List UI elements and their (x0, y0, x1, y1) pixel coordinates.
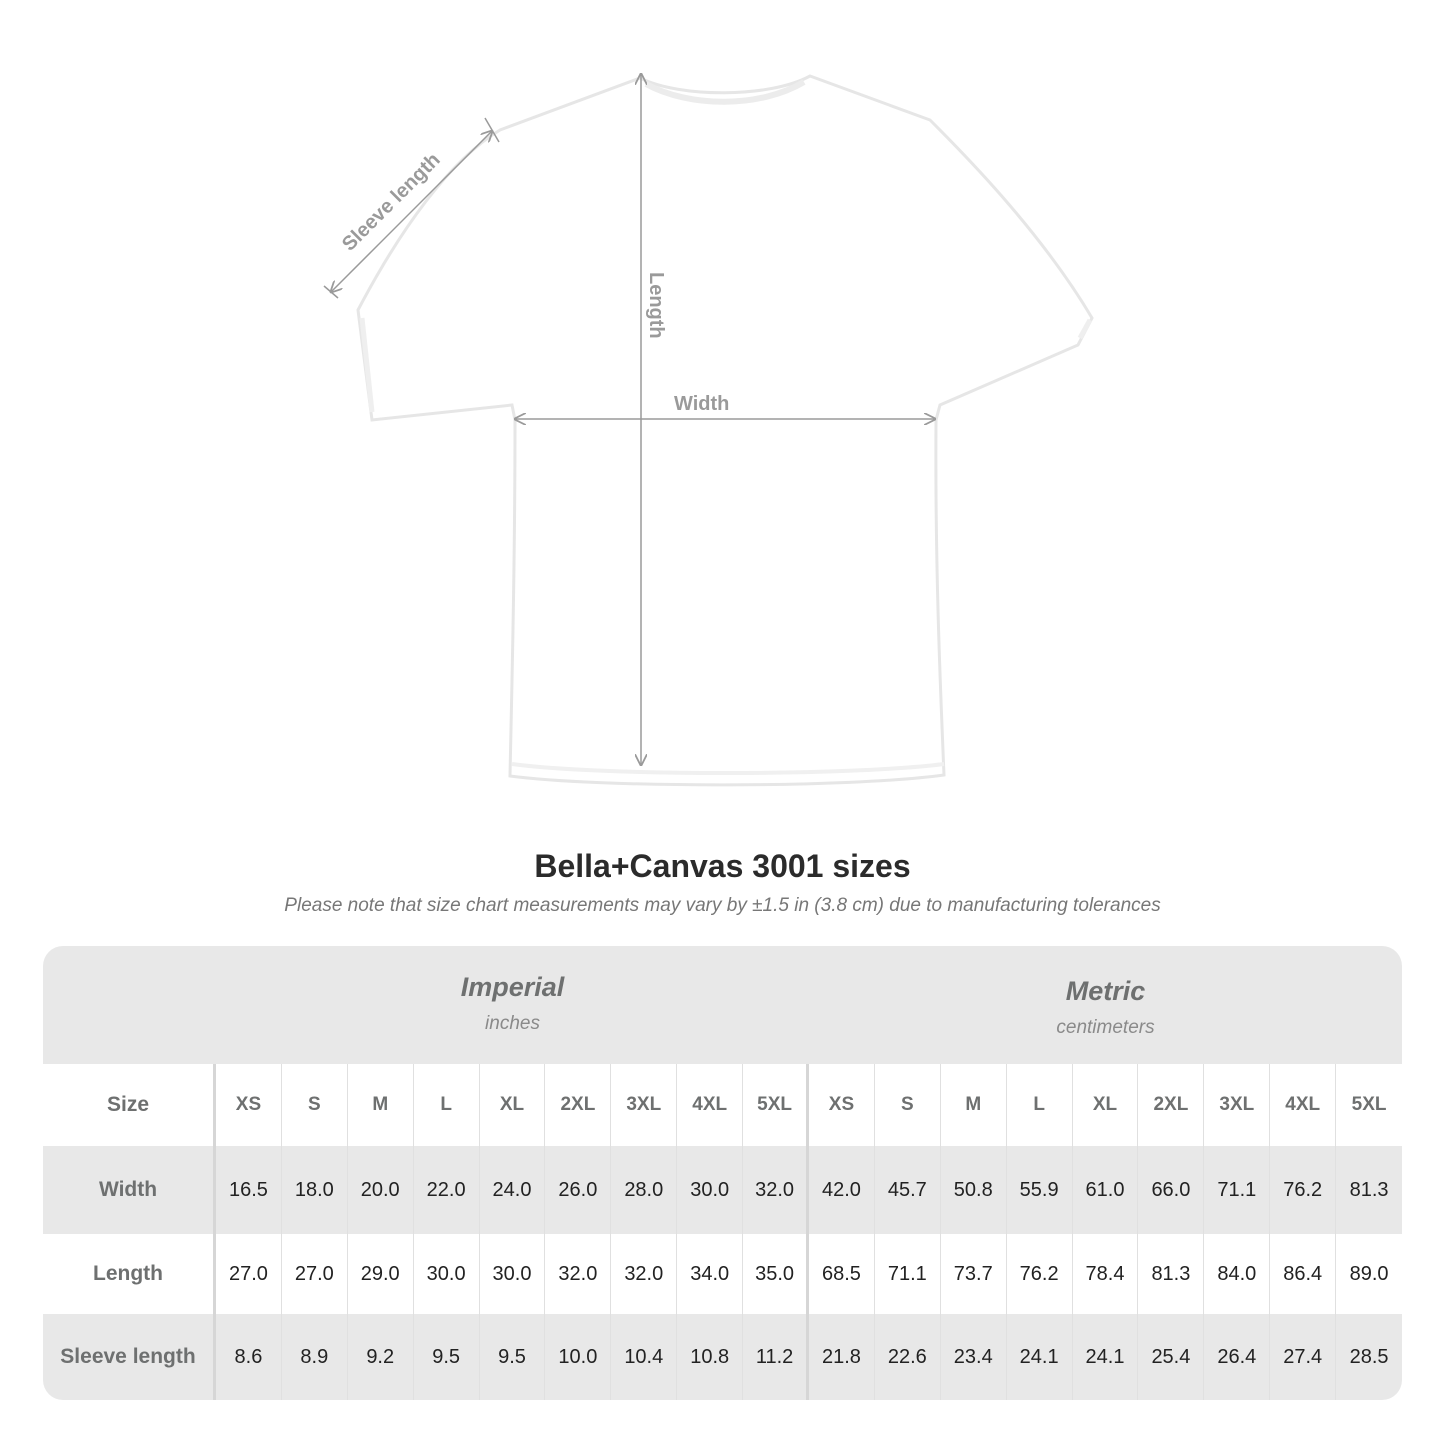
metric-unit: centimeters (1056, 1017, 1155, 1038)
value-cell: 23.4 (941, 1314, 1007, 1400)
value-cell: 11.2 (743, 1314, 810, 1400)
value-cell: 61.0 (1073, 1146, 1139, 1234)
value-cell: 16.5 (216, 1146, 282, 1234)
size-header-cell: 2XL (545, 1064, 612, 1146)
length-label: Length (645, 272, 667, 339)
size-header-cell: 4XL (677, 1064, 744, 1146)
size-header-row: Size XS S M L XL 2XL 3XL 4XL 5XL XS S M L XL 2XL 3XL 4XL… (43, 1064, 1402, 1146)
value-cell: 20.0 (348, 1146, 414, 1234)
table-row: Length 27.0 27.0 29.0 30.0 30.0 32.0 32.0 34.0 35… (43, 1234, 1402, 1314)
tshirt-image (356, 74, 1094, 787)
size-header-cell: S (282, 1064, 348, 1146)
value-cell: 32.0 (743, 1146, 810, 1234)
size-header-cell: L (414, 1064, 480, 1146)
value-cell: 81.3 (1138, 1234, 1205, 1314)
width-label: Width (674, 393, 729, 415)
value-cell: 29.0 (348, 1234, 414, 1314)
size-header-cell: L (1007, 1064, 1073, 1146)
value-cell: 86.4 (1270, 1234, 1337, 1314)
value-cell: 71.1 (1204, 1146, 1271, 1234)
value-cell: 24.1 (1073, 1314, 1139, 1400)
row-label: Sleeve length (43, 1314, 216, 1400)
value-cell: 35.0 (743, 1234, 810, 1314)
page-title: Bella+Canvas 3001 sizes (534, 848, 911, 884)
sleeve-length-arrow (331, 131, 492, 292)
row-label: Width (43, 1146, 216, 1234)
imperial-unit: inches (485, 1013, 540, 1034)
value-cell: 42.0 (809, 1146, 875, 1234)
value-cell: 22.0 (414, 1146, 480, 1234)
value-cell: 9.2 (348, 1314, 414, 1400)
value-cell: 21.8 (809, 1314, 875, 1400)
value-cell: 89.0 (1349, 1262, 1389, 1285)
value-cell: 10.8 (677, 1314, 744, 1400)
value-cell: 71.1 (875, 1234, 941, 1314)
value-cell: 73.7 (941, 1234, 1007, 1314)
value-cell: 55.9 (1007, 1146, 1073, 1234)
value-cell: 30.0 (677, 1146, 744, 1234)
value-cell: 10.0 (545, 1314, 612, 1400)
row-label: Length (43, 1234, 216, 1314)
value-cell: 45.7 (875, 1146, 941, 1234)
imperial-heading: Imperial (460, 972, 565, 1002)
value-cell: 18.0 (282, 1146, 348, 1234)
value-cell: 9.5 (414, 1314, 480, 1400)
value-cell: 27.0 (282, 1234, 348, 1314)
value-cell: 10.4 (611, 1314, 678, 1400)
value-cell: 27.4 (1270, 1314, 1337, 1400)
size-header-cell: XS (216, 1064, 282, 1146)
size-header-cell: 2XL (1138, 1064, 1205, 1146)
value-cell: 32.0 (611, 1234, 678, 1314)
value-cell: 81.3 (1349, 1178, 1389, 1201)
value-cell: 76.2 (1270, 1146, 1337, 1234)
table-row: Sleeve length 8.6 8.9 9.2 9.5 9.5 10.0 10.4 10.8… (43, 1314, 1402, 1400)
size-header-cell: XS (809, 1064, 875, 1146)
value-cell: 68.5 (809, 1234, 875, 1314)
metric-heading: Metric (1065, 976, 1146, 1006)
value-cell: 76.2 (1007, 1234, 1073, 1314)
value-cell: 84.0 (1204, 1234, 1271, 1314)
value-cell: 27.0 (216, 1234, 282, 1314)
value-cell: 9.5 (480, 1314, 546, 1400)
size-header-cell: S (875, 1064, 941, 1146)
unit-header-band: Imperial inches Metric centimeters (43, 946, 1402, 1064)
tolerance-note: Please note that size chart measurements… (284, 895, 1161, 916)
size-header-cell: 5XL (1351, 1094, 1387, 1115)
value-cell: 26.4 (1204, 1314, 1271, 1400)
size-header-cell: M (348, 1064, 414, 1146)
metric-group: Metric centimeters (809, 946, 1402, 1064)
size-header-cell: XL (1073, 1064, 1139, 1146)
table-row: Width 16.5 18.0 20.0 22.0 24.0 26.0 28.0 30.0 32.… (43, 1146, 1402, 1234)
value-cell: 34.0 (677, 1234, 744, 1314)
value-cell: 28.5 (1349, 1345, 1389, 1368)
value-cell: 66.0 (1138, 1146, 1205, 1234)
tshirt-diagram: Sleeve length Length Width (323, 0, 1094, 787)
value-cell: 30.0 (480, 1234, 546, 1314)
value-cell: 30.0 (414, 1234, 480, 1314)
value-cell: 28.0 (611, 1146, 678, 1234)
size-header-cell: XL (480, 1064, 546, 1146)
value-cell: 24.1 (1007, 1314, 1073, 1400)
size-header-cell: 4XL (1270, 1064, 1337, 1146)
value-cell: 24.0 (480, 1146, 546, 1234)
size-header-cell: M (941, 1064, 1007, 1146)
value-cell: 25.4 (1138, 1314, 1205, 1400)
value-cell: 8.9 (282, 1314, 348, 1400)
size-table: Imperial inches Metric centimeters Size … (43, 946, 1402, 1400)
size-header-cell: 3XL (1204, 1064, 1271, 1146)
value-cell: 32.0 (545, 1234, 612, 1314)
value-cell: 8.6 (216, 1314, 282, 1400)
value-cell: 26.0 (545, 1146, 612, 1234)
value-cell: 50.8 (941, 1146, 1007, 1234)
size-header-cell: 3XL (611, 1064, 678, 1146)
value-cell: 22.6 (875, 1314, 941, 1400)
value-cell: 78.4 (1073, 1234, 1139, 1314)
size-header-cell: 5XL (743, 1064, 810, 1146)
imperial-group: Imperial inches (216, 946, 809, 1064)
size-label: Size (43, 1064, 216, 1146)
